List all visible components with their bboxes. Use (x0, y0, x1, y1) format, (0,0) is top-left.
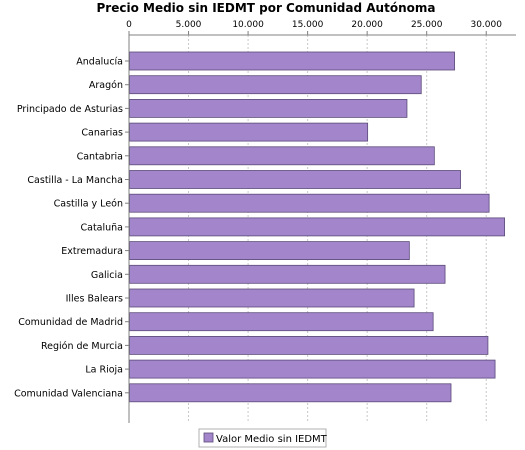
x-tick-label: 5.000 (176, 20, 202, 30)
bar[interactable] (129, 241, 410, 261)
bar[interactable] (129, 170, 461, 189)
x-tick-label: 30.000 (470, 20, 502, 30)
bar[interactable] (129, 288, 415, 308)
chart-title: Precio Medio sin IEDMT por Comunidad Aut… (97, 1, 436, 15)
legend[interactable]: Valor Medio sin IEDMT (198, 428, 328, 448)
tick-labels: 0 5.000 10.000 15.000 20.000 25.000 30.000 (126, 20, 502, 30)
category-label: La Rioja (85, 365, 123, 376)
axes (125, 31, 516, 423)
bar[interactable] (129, 383, 452, 403)
category-label: Castilla y León (54, 199, 123, 210)
x-tick-label: 0 (126, 20, 132, 30)
category-label: Cataluña (80, 222, 123, 233)
bar[interactable] (129, 75, 422, 95)
bar[interactable] (129, 217, 505, 237)
x-tick-label: 20.000 (351, 20, 383, 30)
category-label: Comunidad de Madrid (18, 317, 123, 328)
x-tick-label: 10.000 (232, 20, 264, 30)
x-tick-label: 15.000 (292, 20, 324, 30)
category-label: Cantabria (77, 151, 123, 162)
legend-label: Valor Medio sin IEDMT (216, 434, 328, 445)
bar[interactable] (129, 312, 434, 332)
legend-swatch (203, 432, 214, 443)
category-label: Andalucía (76, 57, 123, 68)
bars (129, 51, 505, 403)
category-label: Galicia (91, 270, 123, 281)
bar[interactable] (129, 122, 369, 142)
bar[interactable] (129, 335, 489, 355)
category-label: Castilla - La Mancha (27, 175, 123, 186)
category-label: Comunidad Valenciana (14, 388, 123, 399)
x-tick-label: 25.000 (411, 20, 443, 30)
bar[interactable] (129, 99, 408, 118)
category-label: Canarias (81, 128, 123, 139)
bar[interactable] (129, 146, 435, 166)
legend-box (198, 428, 327, 448)
category-label: Illes Balears (66, 294, 123, 305)
bar[interactable] (129, 51, 455, 71)
category-label: Principado de Asturias (17, 104, 123, 115)
bar[interactable] (129, 359, 496, 379)
bar[interactable] (129, 193, 490, 213)
category-label: Extremadura (61, 246, 123, 257)
category-labels: Andalucía Aragón Principado de Asturias Can… (14, 57, 123, 400)
category-label: Región de Murcia (41, 341, 123, 352)
category-label: Aragón (89, 80, 123, 91)
bar[interactable] (129, 264, 446, 284)
